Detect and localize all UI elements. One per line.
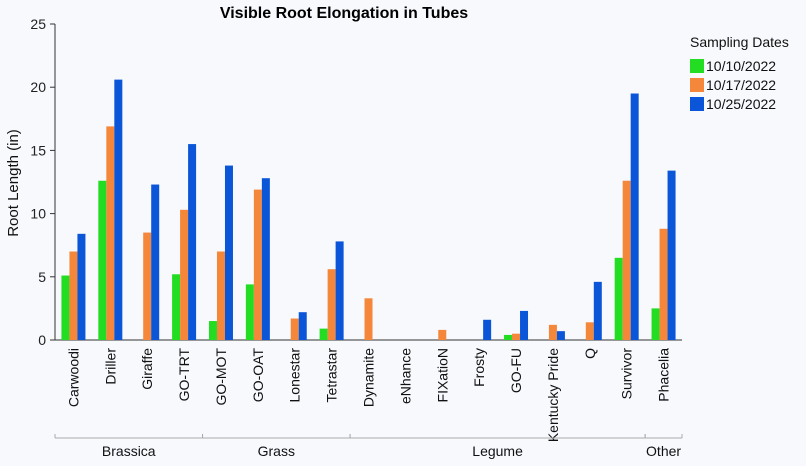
- bar: [77, 233, 86, 340]
- legend-label: 10/10/2022: [706, 58, 776, 74]
- bar: [216, 251, 225, 340]
- bar: [61, 275, 70, 340]
- legend-swatch: [690, 78, 704, 92]
- bar: [548, 324, 557, 340]
- plot-area: 0 5 10 15 20 25 Carwoodi Driller Giraffe GO-TRT GO…: [30, 16, 683, 459]
- bar: [298, 312, 307, 340]
- y-axis-label: Root Length (in): [5, 129, 22, 237]
- bar: [143, 232, 152, 340]
- bar: [172, 274, 181, 340]
- bar: [659, 228, 668, 340]
- bar: [208, 321, 217, 340]
- legend-swatch: [690, 59, 704, 73]
- legend-swatch: [690, 97, 704, 111]
- x-tick-label: Frosty: [471, 348, 487, 387]
- x-tick-label: FIXatioN: [434, 348, 450, 402]
- x-tick-label: Carwoodi: [65, 348, 81, 407]
- group-label: Legume: [472, 443, 523, 459]
- bar: [319, 328, 328, 340]
- x-tick-label: GO-OAT: [250, 348, 266, 403]
- bar: [520, 310, 529, 340]
- x-tick-label: Driller: [102, 348, 118, 385]
- bar: [630, 93, 639, 341]
- bar: [667, 170, 676, 340]
- group-label: Brassica: [102, 443, 156, 459]
- bar: [512, 333, 521, 340]
- legend-title: Sampling Dates: [690, 34, 789, 50]
- bar: [114, 79, 123, 340]
- x-tick-label: Kentucky Pride: [545, 348, 561, 442]
- bar: [69, 251, 78, 340]
- bar: [364, 298, 373, 340]
- group-label: Other: [646, 443, 681, 459]
- x-tick-label: GO-MOT: [213, 348, 229, 406]
- x-tick-label: Phacelia: [656, 348, 672, 402]
- bar: [224, 165, 233, 340]
- bar: [483, 319, 492, 340]
- bar: [585, 322, 594, 340]
- bar: [151, 184, 160, 340]
- bar: [253, 189, 262, 340]
- bar: [261, 178, 270, 340]
- bar: [98, 180, 107, 340]
- group-label: Grass: [258, 443, 295, 459]
- bar: [438, 329, 447, 340]
- y-tick-label: 5: [38, 269, 46, 285]
- bar: [188, 144, 197, 340]
- bar: [290, 318, 299, 340]
- x-tick-label: GO-FU: [508, 348, 524, 393]
- x-tick-label: Tetrastar: [324, 348, 340, 403]
- y-tick-label: 15: [30, 142, 46, 158]
- bar: [180, 209, 189, 340]
- bar: [504, 334, 513, 340]
- legend-label: 10/25/2022: [706, 96, 776, 112]
- bar: [622, 180, 631, 340]
- x-tick-label: eNhance: [397, 348, 413, 404]
- bar: [327, 269, 336, 340]
- bar: [614, 257, 623, 340]
- x-tick-label: GO-TRT: [176, 348, 192, 402]
- bar: [593, 281, 602, 340]
- bar: [106, 126, 115, 340]
- bar: [651, 308, 660, 340]
- y-tick-label: 20: [30, 79, 46, 95]
- x-tick-label: Survivor: [619, 348, 635, 400]
- y-tick-label: 0: [38, 332, 46, 348]
- legend: Sampling Dates 10/10/2022 10/17/2022 10/25…: [690, 34, 789, 112]
- y-tick-label: 25: [30, 16, 46, 32]
- chart-title: Visible Root Elongation in Tubes: [220, 5, 468, 22]
- x-tick-label: Dynamite: [361, 348, 377, 407]
- y-tick-label: 10: [30, 206, 46, 222]
- x-tick-label: Giraffe: [139, 348, 155, 390]
- x-tick-label: Lonestar: [287, 348, 303, 403]
- bar: [245, 284, 254, 340]
- bar: [335, 241, 344, 340]
- legend-label: 10/17/2022: [706, 77, 776, 93]
- bar: [556, 331, 565, 340]
- x-tick-label: Q: [582, 348, 598, 359]
